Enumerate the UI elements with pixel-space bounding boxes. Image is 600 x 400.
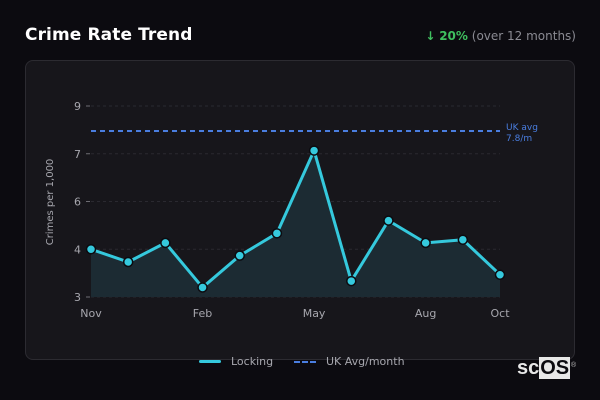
data-point[interactable] <box>308 145 320 156</box>
legend-label: UK Avg/month <box>326 355 405 368</box>
y-tick-label: 3 <box>74 291 81 304</box>
data-point[interactable] <box>420 237 431 249</box>
scos-logo: scOS ® <box>517 357 576 379</box>
y-tick-label: 9 <box>74 100 81 113</box>
y-tick-label: 6 <box>74 196 81 209</box>
x-tick-label: May <box>303 307 326 320</box>
logo-boxed: OS <box>539 357 571 379</box>
series-line <box>90 149 502 289</box>
change-note: (over 12 months) <box>471 29 576 43</box>
data-point[interactable] <box>346 275 357 287</box>
change-indicator: ↓ 20% (over 12 months) <box>425 29 576 43</box>
legend-item-locking[interactable]: Locking <box>199 355 273 368</box>
x-tick-label: Aug <box>415 307 436 320</box>
series-area <box>91 150 500 297</box>
page-title: Crime Rate Trend <box>25 25 193 45</box>
data-point[interactable] <box>494 269 506 280</box>
y-axis-label: Crimes per 1,000 <box>45 159 56 246</box>
x-tick-label: Feb <box>193 307 212 320</box>
change-percent: 20% <box>439 29 468 43</box>
legend-item-uk-avg[interactable]: UK Avg/month <box>294 355 405 368</box>
solid-line-icon <box>199 360 221 363</box>
data-point[interactable] <box>197 282 208 293</box>
data-point[interactable] <box>160 237 171 249</box>
x-tick-label: Oct <box>490 307 510 320</box>
registered-mark: ® <box>570 362 577 369</box>
data-point[interactable] <box>122 256 134 268</box>
down-arrow-icon: ↓ <box>425 29 436 43</box>
x-tick-label: Nov <box>80 307 102 320</box>
y-tick-label: 7 <box>74 148 81 161</box>
avg-annotation: UK avg <box>506 123 538 133</box>
avg-annotation: 7.8/m <box>506 134 532 144</box>
data-point[interactable] <box>383 215 394 226</box>
y-tick-label: 4 <box>74 243 81 256</box>
dashed-line-icon <box>294 360 316 363</box>
data-point[interactable] <box>85 244 97 255</box>
data-point[interactable] <box>457 234 469 245</box>
chart-legend: Locking UK Avg/month <box>0 355 600 371</box>
legend-label: Locking <box>231 355 274 368</box>
data-point[interactable] <box>271 228 283 239</box>
logo-prefix: sc <box>517 357 540 379</box>
data-point[interactable] <box>234 250 245 261</box>
